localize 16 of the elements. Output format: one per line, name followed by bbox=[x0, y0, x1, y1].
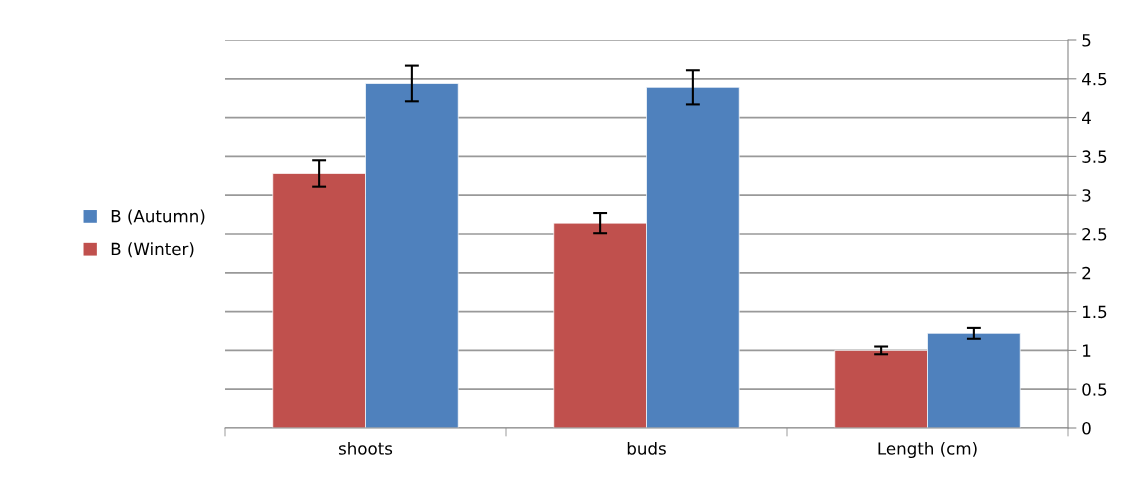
y-tick-label: 3 bbox=[1082, 189, 1091, 202]
y-tick-label: 2.5 bbox=[1082, 227, 1107, 241]
x-tick-label: buds bbox=[627, 441, 666, 455]
y-tick-label: 1.5 bbox=[1083, 305, 1107, 319]
y-tick-label: 4 bbox=[1082, 111, 1091, 124]
legend-label: B (Autumn) bbox=[111, 209, 205, 225]
y-tick-label: 2 bbox=[1082, 266, 1091, 280]
y-tick-label: 4.5 bbox=[1082, 72, 1107, 86]
x-tick-label: Length (cm) bbox=[878, 441, 977, 459]
y-tick-label: 0.5 bbox=[1082, 383, 1107, 396]
y-tick-label: 0 bbox=[1082, 421, 1091, 435]
x-tick-label: shoots bbox=[338, 441, 393, 455]
y-tick-label: 3.5 bbox=[1082, 150, 1107, 163]
y-tick-label: 5 bbox=[1082, 34, 1091, 47]
y-tick-label: 1 bbox=[1083, 344, 1091, 357]
legend-label: B (Winter) bbox=[111, 242, 194, 258]
